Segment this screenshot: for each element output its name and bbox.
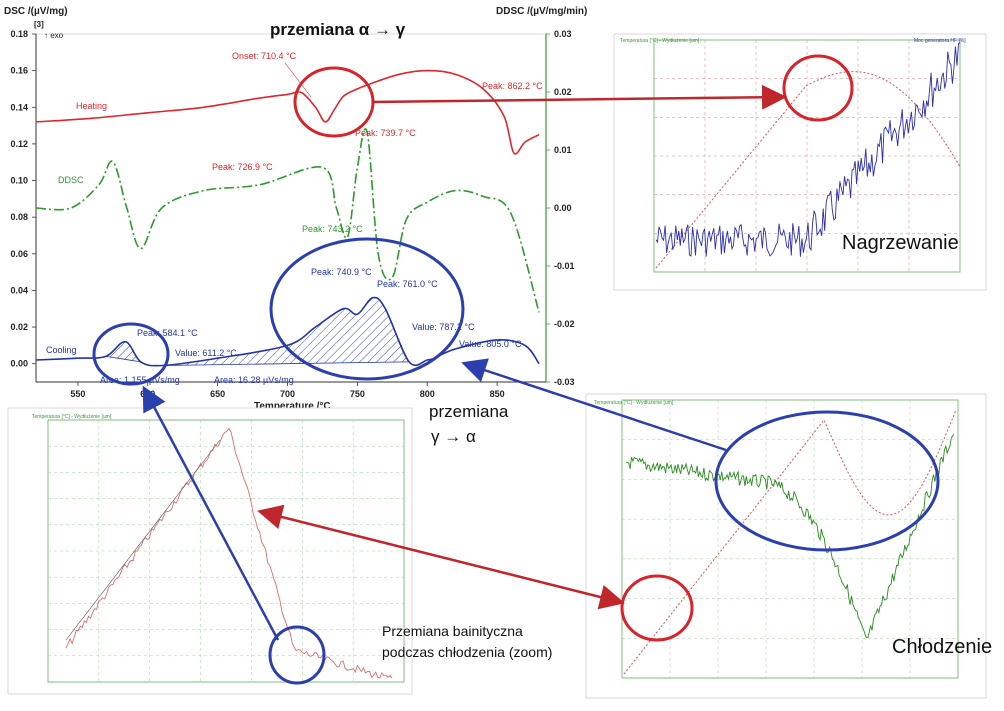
- label-bainite-line2: podczas chłodzenia (zoom): [382, 644, 552, 660]
- cooling-hatch-areas: [104, 297, 411, 367]
- hatched-peak-area: [104, 341, 142, 364]
- series-temperature-cooling: [623, 409, 957, 675]
- area-baseline: [163, 361, 410, 366]
- highlight-blue-small: [92, 322, 170, 386]
- y2-tick-label: 0.03: [554, 29, 572, 39]
- highlight-blue-zoom: [268, 625, 326, 685]
- highlight-blue-large: [269, 237, 465, 381]
- series-dilatation-cooling: [625, 434, 955, 639]
- y-tick-label: 0.04: [10, 285, 28, 295]
- arrow-red-to-heating: [371, 84, 787, 110]
- ann-peak761: Peak: 761.0 °C: [377, 279, 438, 289]
- y2-tick-label: -0.01: [554, 261, 575, 271]
- ann-area1: Area: 1.155 µVs/mg: [100, 375, 180, 385]
- label-cooling: Cooling: [46, 345, 77, 355]
- ann-peak740: Peak: 740.9 °C: [311, 267, 372, 277]
- panel-heating-title-left: Temperatura [°C] - Wydłużenie [um]: [620, 38, 700, 44]
- ann-onset-leader: [284, 62, 312, 98]
- hatched-peak-area: [159, 297, 411, 367]
- exo-ref: [3]: [34, 20, 44, 29]
- ann-peak743: Peak: 743.2 °C: [302, 224, 363, 234]
- ann-peak726: Peak: 726.9 °C: [212, 162, 273, 172]
- label-heating: Heating: [76, 101, 107, 111]
- ann-value611: Value: 611.2 °C: [175, 348, 237, 358]
- ann-peak739: Peak: 739.7 °C: [355, 128, 416, 138]
- series-hf-power: [655, 42, 961, 257]
- label-nagrzewanie: Nagrzewanie: [842, 232, 959, 254]
- y2-tick-label: 0.00: [554, 203, 572, 213]
- tangent-line: [65, 439, 221, 641]
- ann-value787: Value: 787.2 °C: [412, 322, 475, 332]
- y-tick-label: 0.16: [10, 66, 28, 76]
- x-tick-label: 750: [350, 389, 365, 399]
- y-left-tick-labels: 0.18 0.16 0.14 0.12 0.10 0.08 0.06 0.04 0.02 0.00: [10, 29, 36, 369]
- series-zoom-dilatation: [65, 427, 393, 679]
- x-axis-title: Temperature /°C: [254, 401, 331, 412]
- label-ddsc: DDSC: [58, 175, 84, 185]
- ann-peak862: Peak: 862.2 °C: [482, 81, 543, 91]
- arrow-red-double: [257, 504, 625, 610]
- x-tick-label: 850: [490, 389, 505, 399]
- series-ddsc: [35, 128, 540, 313]
- y-right-tick-labels: 0.03 0.02 0.01 0.00 -0.01 -0.02 -0.03: [546, 29, 575, 387]
- panel-heating-title-right: Moc generatora HF [%]: [914, 38, 966, 44]
- ann-onset: Onset: 710.4 °C: [232, 51, 297, 61]
- panel-bainite-zoom: Temperatura [°C] - Wydłużenie [um]: [7, 407, 413, 695]
- x-tick-label: 700: [280, 389, 295, 399]
- exo-label: ↑ exo: [44, 31, 64, 40]
- ann-area2: Area: 16.28 µVs/mg: [214, 375, 294, 385]
- arrow-blue-to-small: [142, 385, 280, 641]
- area-baseline: [105, 355, 141, 363]
- y-tick-label: 0.02: [10, 322, 28, 332]
- panel-bainite-title: Temperatura [°C] - Wydłużenie [um]: [32, 414, 112, 420]
- y2-tick-label: -0.02: [554, 319, 575, 329]
- y2-tick-label: 0.01: [554, 145, 572, 155]
- ann-peak584: Peak: 584.1 °C: [137, 328, 198, 338]
- x-tick-label: 550: [70, 389, 85, 399]
- title-gamma-alpha-line2: γ → α: [431, 427, 476, 446]
- ann-value805: Value: 805.0 °C: [459, 339, 522, 349]
- y-tick-label: 0.10: [10, 176, 28, 186]
- series-heating: [35, 69, 540, 155]
- label-chlodzenie: Chłodzenie: [892, 636, 992, 658]
- y-right-title: DDSC /(µV/mg/min): [496, 6, 587, 17]
- y-tick-label: 0.18: [10, 29, 28, 39]
- y-tick-label: 0.08: [10, 212, 28, 222]
- y-tick-label: 0.06: [10, 249, 28, 259]
- y-tick-label: 0.00: [10, 359, 28, 369]
- dsc-chart: 550600650700750800850 0.180.160.140.120.…: [4, 6, 587, 412]
- x-tick-label: 650: [210, 389, 225, 399]
- arrow-blue-from-cooling: [461, 358, 727, 452]
- main-series: [35, 69, 540, 367]
- y-tick-label: 0.12: [10, 139, 28, 149]
- title-gamma-alpha-line1: przemiana: [429, 402, 509, 421]
- y-left-title: DSC /(µV/mg): [4, 6, 68, 17]
- panel-heating: Temperatura [°C] - Wydłużenie [um] Moc g…: [613, 33, 987, 291]
- panel-cooling-title: Temperatura [°C] - Wydłużenie [um]: [594, 400, 674, 406]
- highlight-blue-cooling-panel: [714, 410, 940, 552]
- series-cooling: [35, 296, 540, 367]
- y2-tick-label: 0.02: [554, 87, 572, 97]
- title-alpha-gamma: przemiana α → γ: [270, 20, 406, 39]
- x-tick-label: 800: [420, 389, 435, 399]
- y2-tick-label: -0.03: [554, 377, 575, 387]
- y-tick-label: 0.14: [10, 102, 28, 112]
- label-bainite-line1: Przemiana bainityczna: [382, 623, 523, 639]
